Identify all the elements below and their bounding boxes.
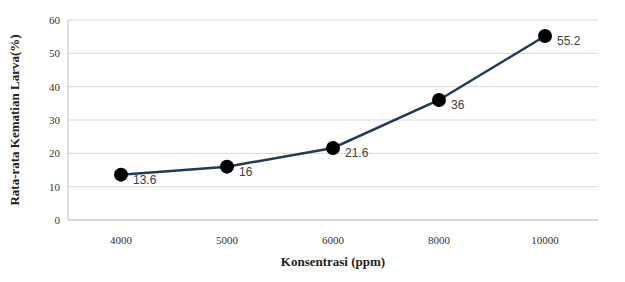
svg-text:Rata-rata Kematian Larva(%): Rata-rata Kematian Larva(%) <box>8 34 22 205</box>
svg-text:0: 0 <box>55 214 61 226</box>
svg-text:55.2: 55.2 <box>557 34 581 48</box>
svg-text:60: 60 <box>49 14 61 26</box>
svg-text:13.6: 13.6 <box>133 173 157 187</box>
svg-text:20: 20 <box>49 147 61 159</box>
svg-text:21.6: 21.6 <box>345 146 369 160</box>
svg-text:36: 36 <box>451 98 465 112</box>
svg-text:10000: 10000 <box>531 234 559 246</box>
svg-text:8000: 8000 <box>428 234 451 246</box>
svg-text:Konsentrasi (ppm): Konsentrasi (ppm) <box>281 254 385 269</box>
svg-text:40: 40 <box>49 81 61 93</box>
svg-text:6000: 6000 <box>322 234 345 246</box>
svg-text:5000: 5000 <box>216 234 239 246</box>
svg-text:50: 50 <box>49 47 61 59</box>
svg-text:16: 16 <box>239 165 253 179</box>
svg-text:4000: 4000 <box>110 234 133 246</box>
svg-text:10: 10 <box>49 181 61 193</box>
svg-text:30: 30 <box>49 114 61 126</box>
